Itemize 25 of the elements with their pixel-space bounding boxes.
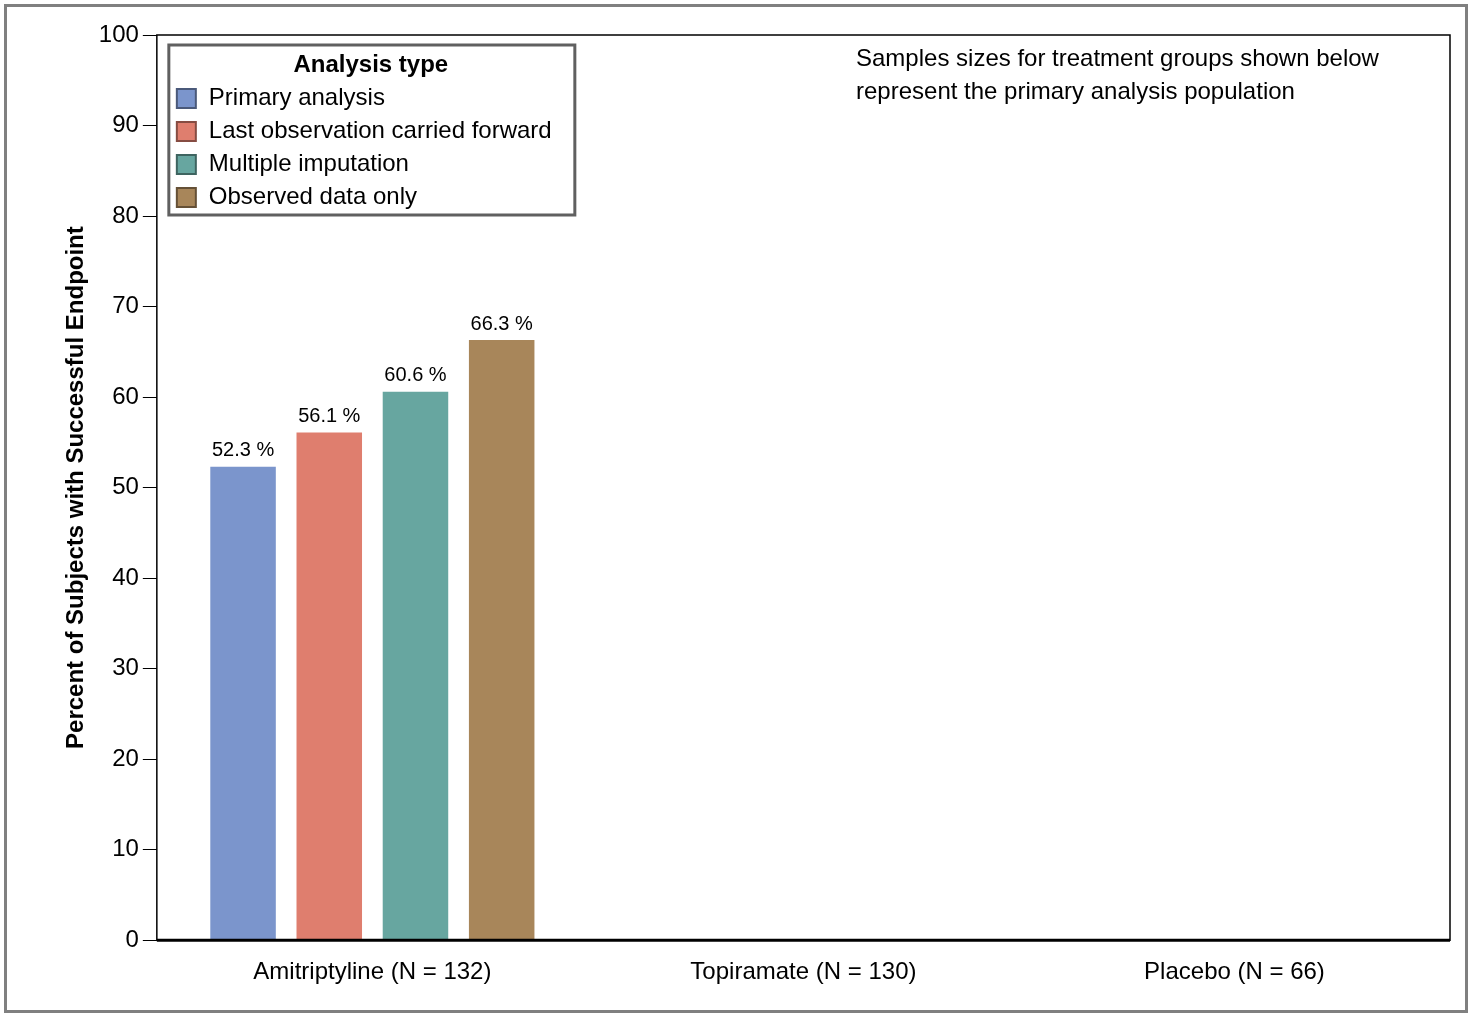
- legend-label: Primary analysis: [208, 82, 385, 110]
- y-tick-label: 80: [112, 200, 139, 228]
- y-axis-title: Percent of Subjects with Successful Endpoint: [61, 226, 89, 749]
- data-label: 60.6 %: [384, 363, 447, 386]
- legend-title: Analysis type: [293, 49, 449, 77]
- annotation: Samples sizes for treatment groups shown below represent the primary analysis population: [856, 43, 1380, 104]
- y-tick-label: 90: [112, 110, 139, 138]
- y-tick-label: 60: [112, 381, 139, 409]
- y-tick-label: 70: [112, 291, 139, 319]
- y-tick-label: 30: [112, 653, 139, 681]
- y-tick-label: 10: [112, 834, 139, 862]
- legend-label: Multiple imputation: [208, 148, 409, 176]
- y-tick-label: 100: [98, 19, 139, 47]
- x-tick-label: Placebo (N = 66): [1144, 957, 1325, 985]
- y-tick-label: 50: [112, 472, 139, 500]
- data-label: 52.3 %: [211, 438, 275, 461]
- data-label: 56.1 %: [298, 403, 361, 426]
- legend-label: Last observation carried forward: [208, 115, 552, 143]
- x-tick-label: Amitriptyline (N = 132): [253, 957, 492, 985]
- y-tick-label: 0: [125, 924, 139, 952]
- legend-label: Observed data only: [208, 181, 417, 209]
- y-tick-label: 20: [112, 743, 139, 771]
- x-tick-label: Topiramate (N = 130): [690, 957, 917, 985]
- y-tick-label: 40: [112, 562, 139, 590]
- data-label: 66.3 %: [470, 311, 534, 334]
